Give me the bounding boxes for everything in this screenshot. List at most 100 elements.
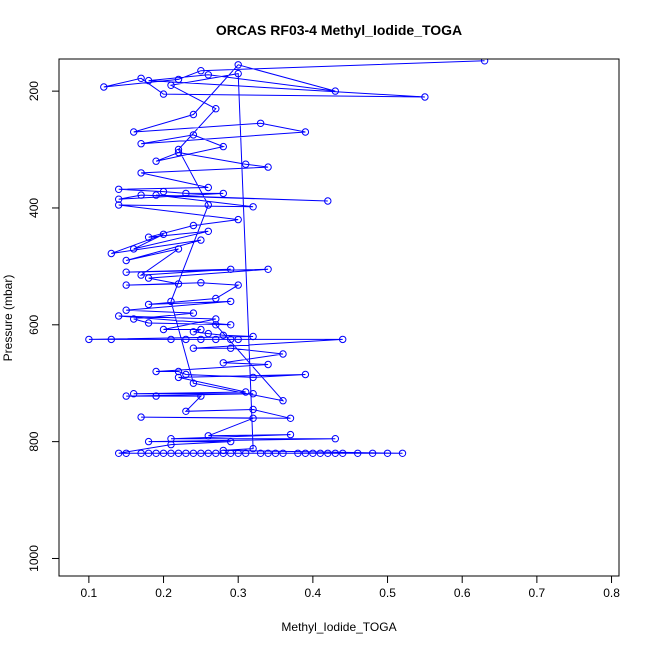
- data-point: [249, 373, 257, 382]
- data-point: [219, 331, 228, 339]
- data-point: [212, 321, 220, 329]
- data-point: [152, 191, 160, 199]
- chart-title: ORCAS RF03-4 Methyl_Iodide_TOGA: [216, 22, 462, 38]
- data-point: [264, 360, 272, 369]
- data-point: [227, 321, 235, 329]
- data-series: [85, 59, 489, 457]
- y-tick-label: 400: [27, 198, 41, 218]
- data-point: [167, 81, 175, 90]
- data-point: [137, 169, 145, 177]
- data-point: [197, 335, 205, 344]
- plot-area: [85, 59, 489, 457]
- data-point: [182, 370, 190, 379]
- data-point: [137, 140, 145, 148]
- data-point: [279, 397, 287, 405]
- data-point: [167, 335, 175, 344]
- data-point: [294, 449, 302, 457]
- data-point: [204, 71, 213, 79]
- data-point: [189, 221, 198, 230]
- data-point: [144, 319, 153, 327]
- y-tick-label: 800: [27, 431, 41, 451]
- data-point: [212, 449, 220, 457]
- x-tick-label: 0.1: [81, 586, 98, 600]
- data-point: [159, 449, 168, 457]
- data-point: [174, 373, 183, 382]
- data-point: [331, 87, 339, 95]
- data-point: [152, 157, 160, 165]
- data-point: [219, 449, 228, 457]
- data-point: [189, 328, 198, 336]
- x-axis-label: Methyl_Iodide_TOGA: [281, 620, 396, 634]
- data-point: [354, 449, 362, 457]
- data-point: [130, 390, 138, 398]
- data-point: [174, 280, 183, 288]
- data-point: [219, 446, 228, 455]
- data-point: [219, 359, 228, 367]
- data-point: [227, 297, 235, 306]
- data-point: [189, 309, 198, 317]
- data-point: [204, 432, 213, 440]
- data-point: [182, 335, 190, 344]
- data-point: [167, 449, 175, 457]
- data-point: [204, 183, 213, 192]
- data-point: [197, 67, 205, 75]
- x-tick-label: 0.6: [454, 586, 471, 600]
- x-tick-label: 0.8: [603, 586, 620, 600]
- data-point: [115, 185, 123, 194]
- y-tick-label: 1000: [27, 545, 41, 572]
- data-point: [197, 449, 205, 457]
- data-point: [279, 449, 287, 457]
- data-point: [167, 297, 175, 306]
- y-tick-label: 200: [27, 81, 41, 101]
- x-axis: 0.1 0.2 0.3 0.4 0.5 0.6 0.7 0.8: [81, 575, 620, 600]
- x-tick-label: 0.5: [379, 586, 396, 600]
- data-point: [144, 300, 153, 309]
- data-point: [331, 449, 339, 457]
- data-point: [249, 405, 257, 414]
- data-point: [264, 265, 272, 273]
- data-point: [212, 105, 220, 113]
- data-point: [286, 430, 295, 439]
- data-point: [122, 306, 130, 314]
- data-point: [316, 449, 324, 457]
- x-tick-label: 0.3: [230, 586, 247, 600]
- data-point: [107, 335, 116, 344]
- data-point: [122, 449, 130, 457]
- data-point: [189, 344, 198, 352]
- data-point: [159, 230, 168, 239]
- series-line: [88, 60, 485, 454]
- data-point: [249, 414, 257, 422]
- data-point: [212, 315, 220, 323]
- data-point: [152, 449, 160, 457]
- data-point: [152, 367, 160, 376]
- data-point: [182, 449, 190, 457]
- data-point: [174, 245, 183, 253]
- data-point: [144, 437, 153, 446]
- data-point: [204, 201, 213, 209]
- data-point: [174, 148, 183, 157]
- data-point: [189, 131, 198, 139]
- data-point: [301, 128, 310, 136]
- data-point: [271, 449, 280, 457]
- data-point: [242, 388, 250, 396]
- data-point: [197, 325, 205, 334]
- y-tick-label: 600: [27, 314, 41, 334]
- data-point: [159, 90, 168, 98]
- y-axis: 200 400 600 800 1000: [27, 81, 60, 572]
- data-point: [264, 163, 272, 171]
- data-point: [242, 160, 250, 168]
- data-point: [339, 449, 347, 457]
- data-point: [234, 449, 242, 457]
- data-point: [159, 187, 168, 196]
- data-point: [256, 119, 265, 128]
- data-point: [234, 335, 242, 344]
- data-point: [144, 233, 153, 241]
- x-tick-label: 0.7: [529, 586, 546, 600]
- data-point: [174, 75, 183, 84]
- data-point: [227, 335, 235, 344]
- data-point: [100, 83, 108, 91]
- data-point: [204, 449, 213, 457]
- data-point: [234, 61, 242, 69]
- data-point: [115, 312, 123, 320]
- data-point: [144, 274, 153, 282]
